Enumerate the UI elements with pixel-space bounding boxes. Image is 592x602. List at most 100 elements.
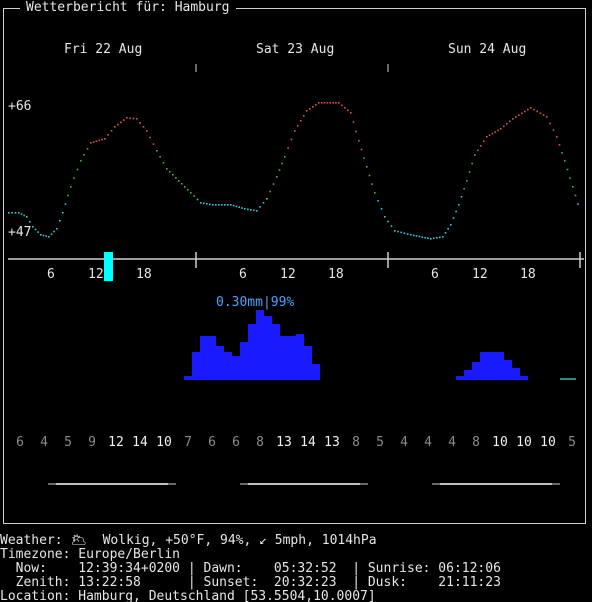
hour-tick-label: 18 xyxy=(328,267,344,282)
temperature-point xyxy=(203,202,205,205)
temperature-point xyxy=(14,212,17,214)
temperature-point xyxy=(209,203,211,206)
precip-bar xyxy=(264,316,272,380)
now-marker xyxy=(104,252,113,281)
temperature-point xyxy=(424,236,426,239)
wind-speed-value: 10 xyxy=(492,435,508,450)
temperature-point xyxy=(26,216,28,218)
temperature-point xyxy=(447,228,449,230)
temperature-point xyxy=(332,102,334,104)
temperature-point xyxy=(50,233,53,235)
report-title: Wetterbericht für: Hamburg xyxy=(20,1,236,15)
temperature-point xyxy=(269,190,271,193)
temperature-point xyxy=(460,196,463,198)
temperature-point xyxy=(436,237,438,239)
temperature-point xyxy=(491,132,494,135)
temperature-point xyxy=(477,149,479,152)
temperature-point xyxy=(83,154,85,156)
temperature-point xyxy=(306,110,308,112)
temperature-point xyxy=(497,129,499,132)
temperature-point xyxy=(363,157,365,159)
temperature-point xyxy=(318,102,320,104)
temperature-point xyxy=(175,177,177,179)
temperature-point xyxy=(247,208,249,211)
temperature-point xyxy=(463,188,465,190)
temperature-point xyxy=(294,130,296,132)
temperature-point xyxy=(95,140,98,142)
temperature-point xyxy=(70,186,72,188)
temperature-point xyxy=(250,209,252,211)
temperature-point xyxy=(549,122,551,125)
precip-bar xyxy=(512,368,520,380)
wind-speed-value: 4 xyxy=(40,435,48,450)
temperature-point xyxy=(114,126,116,128)
precip-bar xyxy=(304,346,312,380)
temperature-point xyxy=(488,134,491,136)
temperature-point xyxy=(272,183,275,185)
temperature-point xyxy=(221,204,223,206)
temperature-point xyxy=(474,154,476,156)
temperature-point xyxy=(278,169,281,171)
precip-bar xyxy=(312,364,320,380)
temperature-point xyxy=(67,194,69,197)
precip-bar xyxy=(256,310,264,380)
day-label-sat: Sat 23 Aug xyxy=(256,42,335,57)
hour-tick-label: 12 xyxy=(280,267,296,282)
temperature-point xyxy=(132,117,135,120)
precip-bar xyxy=(216,346,224,380)
wind-speed-value: 4 xyxy=(424,435,432,450)
temperature-point xyxy=(64,203,67,205)
temperature-point xyxy=(48,236,50,238)
temperature-point xyxy=(235,205,238,208)
temperature-point xyxy=(149,136,151,139)
temperature-point xyxy=(90,142,92,144)
temperature-point xyxy=(442,236,444,238)
temperature-point xyxy=(480,145,482,147)
temperature-point xyxy=(406,233,409,235)
temperature-point xyxy=(530,107,532,109)
temperature-point xyxy=(256,210,258,212)
hour-tick-label: 6 xyxy=(47,267,55,282)
day-label-sun: Sun 24 Aug xyxy=(448,42,527,57)
temperature-point xyxy=(577,203,579,205)
temperature-point xyxy=(455,210,457,213)
temperature-point xyxy=(572,186,574,188)
temperature-point xyxy=(494,131,496,133)
temperature-point xyxy=(335,102,337,104)
temperature-point xyxy=(471,162,473,165)
temperature-point xyxy=(303,115,305,117)
wind-speed-value: 8 xyxy=(472,435,480,450)
wind-speed-value: 8 xyxy=(352,435,360,450)
temperature-point xyxy=(546,116,548,118)
temperature-point xyxy=(350,112,352,114)
temperature-point xyxy=(368,174,371,177)
temperature-point xyxy=(40,234,42,236)
temperature-point xyxy=(287,147,289,149)
now-dawn-sunrise-line: Now: 12:39:34+0200 | Dawn: 05:32:52 | Su… xyxy=(0,561,501,576)
temperature-point xyxy=(92,141,95,143)
precip-bar xyxy=(464,370,472,380)
temperature-point xyxy=(129,117,131,119)
temperature-point xyxy=(276,176,278,178)
temperature-point xyxy=(552,129,555,131)
temperature-point xyxy=(224,204,226,206)
wind-speed-value: 6 xyxy=(16,435,24,450)
precip-bar xyxy=(240,342,248,380)
temperature-point xyxy=(320,102,323,104)
temperature-point xyxy=(518,114,520,116)
temperature-point xyxy=(227,204,229,206)
temperature-point xyxy=(181,183,183,185)
temperature-point xyxy=(524,110,526,113)
temperature-point xyxy=(215,204,217,206)
temperature-point xyxy=(566,168,569,171)
precip-bar xyxy=(184,376,192,380)
temp-min-label: +47 xyxy=(8,225,32,240)
precip-bar xyxy=(456,376,464,380)
temperature-point xyxy=(42,234,45,237)
temperature-point xyxy=(412,234,415,237)
temperature-point xyxy=(107,134,109,136)
temperature-point xyxy=(73,177,75,179)
temperature-point xyxy=(355,130,357,133)
temperature-point xyxy=(452,217,455,219)
temperature-point xyxy=(244,208,246,210)
